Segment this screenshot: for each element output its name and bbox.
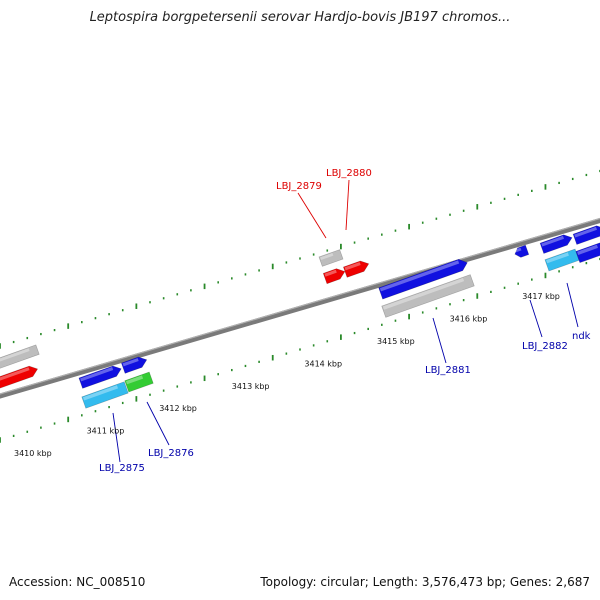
scale-label-3412: 3412 kbp <box>159 404 197 413</box>
gene-lbj-2876 <box>124 371 154 393</box>
scale-label-3417: 3417 kbp <box>522 292 560 301</box>
scale-label-3415: 3415 kbp <box>377 337 415 346</box>
gene-blue-long <box>378 258 468 300</box>
gene-label-lbj-2880: LBJ_2880 <box>326 168 372 179</box>
backbone-line <box>0 217 600 399</box>
scale-labels: 3410 kbp 3411 kbp 3412 kbp 3413 kbp 3414 kbp… <box>14 292 560 458</box>
chromosome-backbone <box>0 217 600 399</box>
accession-text: Accession: NC_008510 <box>9 575 146 589</box>
gene-lbj-2881 <box>381 274 475 318</box>
leader-line <box>529 299 543 338</box>
scale-label-3413: 3413 kbp <box>232 382 270 391</box>
gene-lbj-2879 <box>322 268 346 285</box>
gene-lbj-2875 <box>81 381 129 409</box>
scale-label-3416: 3416 kbp <box>450 315 488 324</box>
gene-gray-small <box>318 249 344 267</box>
gene-label-lbj-2882: LBJ_2882 <box>522 341 568 352</box>
leader-line <box>146 401 170 446</box>
gene-ndk <box>575 240 600 264</box>
backbone-highlight <box>0 217 600 395</box>
gene-label-lbj-2875: LBJ_2875 <box>99 463 145 474</box>
gene-left-red <box>0 365 39 391</box>
gene-blue-right-a <box>539 234 573 254</box>
gene-features <box>0 225 600 409</box>
gene-labels: LBJ_2880 LBJ_2879 LBJ_2881 LBJ_2882 ndk LBJ_2… <box>99 168 591 474</box>
scale-label-3410: 3410 kbp <box>14 449 52 458</box>
label-leader-lines <box>112 179 579 463</box>
leader-line <box>566 282 579 328</box>
tick-marks <box>0 169 600 443</box>
leader-line <box>345 179 350 231</box>
scale-label-3414: 3414 kbp <box>304 359 342 368</box>
gene-lbj-2882 <box>514 244 530 258</box>
gene-label-lbj-2881: LBJ_2881 <box>425 365 471 376</box>
gene-lbj-2880 <box>342 260 370 278</box>
gene-label-lbj-2876: LBJ_2876 <box>148 448 194 459</box>
gene-label-ndk: ndk <box>572 331 591 342</box>
scale-label-3411: 3411 kbp <box>87 427 125 436</box>
gene-blue-a <box>78 365 122 389</box>
page-title: Leptospira borgpetersenii serovar Hardjo… <box>89 10 511 25</box>
leader-line <box>297 192 327 239</box>
gene-left-gray <box>0 344 40 372</box>
gene-label-lbj-2879: LBJ_2879 <box>276 181 322 192</box>
gene-blue-b <box>120 356 148 374</box>
genome-summary-text: Topology: circular; Length: 3,576,473 bp… <box>260 575 590 589</box>
leader-line <box>432 317 447 364</box>
gene-cyan-right <box>544 248 580 272</box>
gene-blue-right-b <box>572 225 600 245</box>
leader-line <box>112 412 121 463</box>
